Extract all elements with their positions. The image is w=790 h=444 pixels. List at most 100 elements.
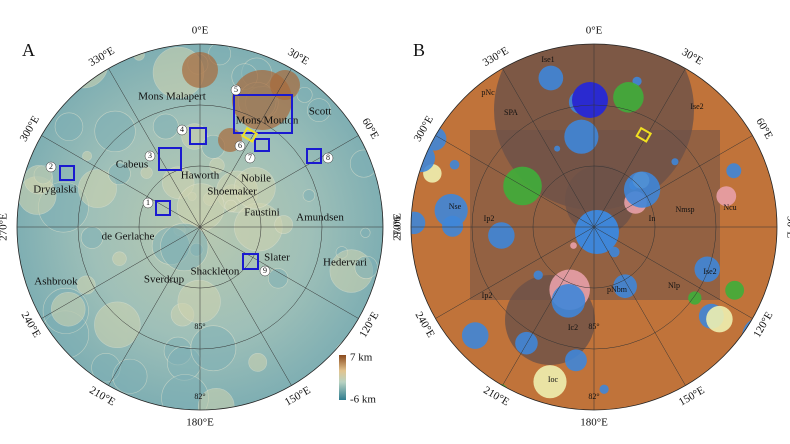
longitude-label: 180°E bbox=[580, 417, 608, 429]
unit bbox=[461, 322, 489, 349]
meridian bbox=[593, 68, 686, 228]
unit bbox=[445, 44, 479, 67]
meridian bbox=[199, 226, 359, 319]
unit-label: Nse bbox=[449, 202, 462, 211]
site-box bbox=[306, 148, 322, 164]
feature-label: Shoemaker bbox=[207, 186, 257, 198]
unit-label: SPA bbox=[504, 108, 518, 117]
site-marker bbox=[259, 265, 271, 277]
site-marker bbox=[45, 161, 57, 173]
unit-label: Ncu bbox=[723, 203, 736, 212]
longitude-label: 60°E bbox=[753, 116, 775, 141]
crater bbox=[307, 98, 331, 122]
site-box bbox=[254, 138, 270, 152]
crater bbox=[152, 113, 179, 140]
unit-label: Ise2 bbox=[690, 102, 703, 111]
unit bbox=[411, 387, 430, 410]
longitude-label: 180°E bbox=[186, 417, 214, 429]
unit bbox=[437, 91, 450, 104]
longitude-label: 90°E bbox=[390, 216, 402, 238]
longitude-label: 270°E bbox=[392, 213, 404, 241]
longitude-label: 330°E bbox=[87, 45, 117, 69]
unit bbox=[725, 280, 745, 300]
meridian bbox=[593, 135, 753, 228]
unit bbox=[434, 193, 468, 228]
colorbar bbox=[339, 355, 346, 400]
feature-label: Haworth bbox=[181, 170, 220, 182]
crater bbox=[296, 86, 313, 103]
unit bbox=[716, 186, 737, 207]
crater bbox=[349, 149, 378, 178]
feature-label: Mons Mouton bbox=[236, 115, 299, 127]
unit bbox=[564, 119, 599, 154]
unit bbox=[671, 158, 679, 166]
site-marker bbox=[244, 152, 256, 164]
crater bbox=[54, 112, 84, 141]
latitude-label: 82° bbox=[194, 392, 205, 401]
site-label: 8 bbox=[326, 153, 330, 162]
crater bbox=[17, 81, 49, 122]
meridian bbox=[199, 135, 359, 228]
latitude-label: 85° bbox=[194, 322, 205, 331]
unit-label: pNc bbox=[481, 88, 495, 97]
meridian bbox=[435, 135, 595, 228]
longitude-label: 0°E bbox=[586, 25, 603, 37]
unit bbox=[533, 365, 567, 399]
longitude-label: 330°E bbox=[481, 45, 511, 69]
crater bbox=[224, 199, 238, 213]
crater bbox=[41, 360, 54, 373]
site-box bbox=[233, 94, 293, 134]
crater bbox=[160, 222, 209, 272]
site-label: 7 bbox=[248, 153, 252, 162]
crater bbox=[181, 123, 208, 150]
crater bbox=[234, 167, 276, 209]
unit-label: Ip2 bbox=[484, 214, 495, 223]
colorbar-min: -6 km bbox=[350, 394, 376, 406]
feature-label: Scott bbox=[309, 106, 332, 118]
unit bbox=[449, 159, 460, 170]
unit-label: pNbm bbox=[607, 285, 628, 294]
feature-label: Amundsen bbox=[296, 212, 344, 224]
site-marker bbox=[234, 140, 246, 152]
site-label: 4 bbox=[180, 125, 184, 134]
crater bbox=[274, 215, 294, 234]
unit-label: Ise2 bbox=[703, 267, 716, 276]
site-label: 3 bbox=[148, 151, 152, 160]
site-label: 1 bbox=[146, 198, 150, 207]
unit bbox=[688, 291, 702, 305]
longitude-label: 90°E bbox=[784, 216, 790, 238]
site-label: 2 bbox=[49, 162, 53, 171]
site-box bbox=[59, 165, 75, 181]
unit bbox=[554, 145, 561, 152]
unit-label: Ic2 bbox=[568, 323, 578, 332]
longitude-label: 30°E bbox=[286, 46, 311, 68]
unit bbox=[613, 82, 644, 113]
crater bbox=[80, 226, 104, 249]
crater bbox=[112, 358, 148, 394]
site-box bbox=[158, 147, 182, 171]
unit bbox=[706, 305, 733, 333]
crater bbox=[354, 255, 378, 279]
site-marker bbox=[322, 152, 334, 164]
crater bbox=[82, 151, 93, 161]
feature-label: Nobile bbox=[241, 173, 271, 185]
site-label: 9 bbox=[263, 266, 267, 275]
unit bbox=[488, 222, 515, 249]
unit bbox=[533, 270, 543, 280]
unit bbox=[726, 163, 742, 179]
feature-label: Mons Malapert bbox=[138, 91, 206, 103]
unit-label: In bbox=[649, 214, 656, 223]
unit bbox=[551, 284, 586, 318]
crater bbox=[112, 251, 127, 266]
longitude-label: 60°E bbox=[359, 116, 381, 141]
site-box bbox=[242, 253, 259, 270]
longitude-label: 0°E bbox=[192, 25, 209, 37]
meridian bbox=[199, 226, 292, 386]
unit bbox=[515, 331, 538, 355]
panel-label: B bbox=[413, 40, 425, 60]
site-marker bbox=[176, 124, 188, 136]
site-marker bbox=[230, 84, 242, 96]
unit bbox=[411, 211, 426, 235]
crater bbox=[24, 165, 54, 195]
longitude-label: 300°E bbox=[18, 114, 42, 144]
